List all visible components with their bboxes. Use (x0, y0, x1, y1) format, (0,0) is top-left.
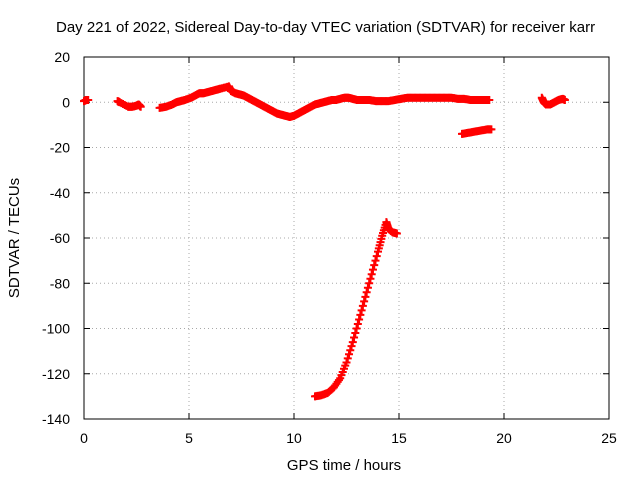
chart-title: Day 221 of 2022, Sidereal Day-to-day VTE… (56, 19, 595, 36)
series-steep-arc (311, 218, 401, 401)
data-point (355, 315, 364, 324)
y-tick-label: -20 (50, 140, 70, 156)
data-point (358, 301, 367, 310)
y-tick-label: 0 (62, 94, 70, 110)
data-point (356, 310, 365, 319)
data-point (84, 95, 93, 104)
data-point (346, 346, 355, 355)
data-point (363, 283, 372, 292)
data-point (371, 256, 380, 265)
y-tick-label: -60 (50, 230, 70, 246)
data-point (361, 292, 370, 301)
series-offset-segment (458, 125, 496, 138)
data-point (347, 342, 356, 351)
data-point (366, 274, 375, 283)
data-point (487, 125, 496, 134)
data-point (368, 265, 377, 274)
data-point (350, 333, 359, 342)
y-axis-label: SDTVAR / TECUs (6, 178, 23, 298)
data-point (360, 297, 369, 306)
data-point (357, 306, 366, 315)
data-point (560, 95, 569, 104)
data-point (345, 350, 354, 359)
y-tick-label: -100 (42, 321, 70, 337)
data-point (370, 261, 379, 270)
y-tick-label: 20 (54, 49, 70, 65)
data-point (365, 279, 374, 288)
data-point (362, 288, 371, 297)
x-tick-label: 0 (80, 430, 88, 446)
data-point (485, 95, 494, 104)
data-point (342, 358, 351, 367)
data-points (80, 82, 569, 401)
y-tick-label: -40 (50, 185, 70, 201)
data-point (372, 252, 381, 261)
data-point (352, 324, 361, 333)
data-point (353, 319, 362, 328)
x-tick-label: 15 (391, 430, 407, 446)
y-tick-label: -140 (42, 411, 70, 427)
data-point (392, 229, 401, 238)
x-tick-label: 25 (601, 430, 617, 446)
x-axis-label: GPS time / hours (287, 457, 401, 474)
y-tick-label: -80 (50, 275, 70, 291)
x-tick-label: 20 (496, 430, 512, 446)
y-tick-label: -120 (42, 366, 70, 382)
data-point (348, 338, 357, 347)
x-tick-label: 5 (185, 430, 193, 446)
data-point (343, 354, 352, 363)
data-point (367, 270, 376, 279)
data-point (136, 102, 145, 111)
x-tick-label: 10 (286, 430, 302, 446)
series-main-track (80, 82, 569, 121)
data-point (351, 329, 360, 338)
axis-ticks: 0 5 10 15 20 25 -140 -120 -100 -80 -60 -40 -20 0 20 (42, 49, 617, 446)
